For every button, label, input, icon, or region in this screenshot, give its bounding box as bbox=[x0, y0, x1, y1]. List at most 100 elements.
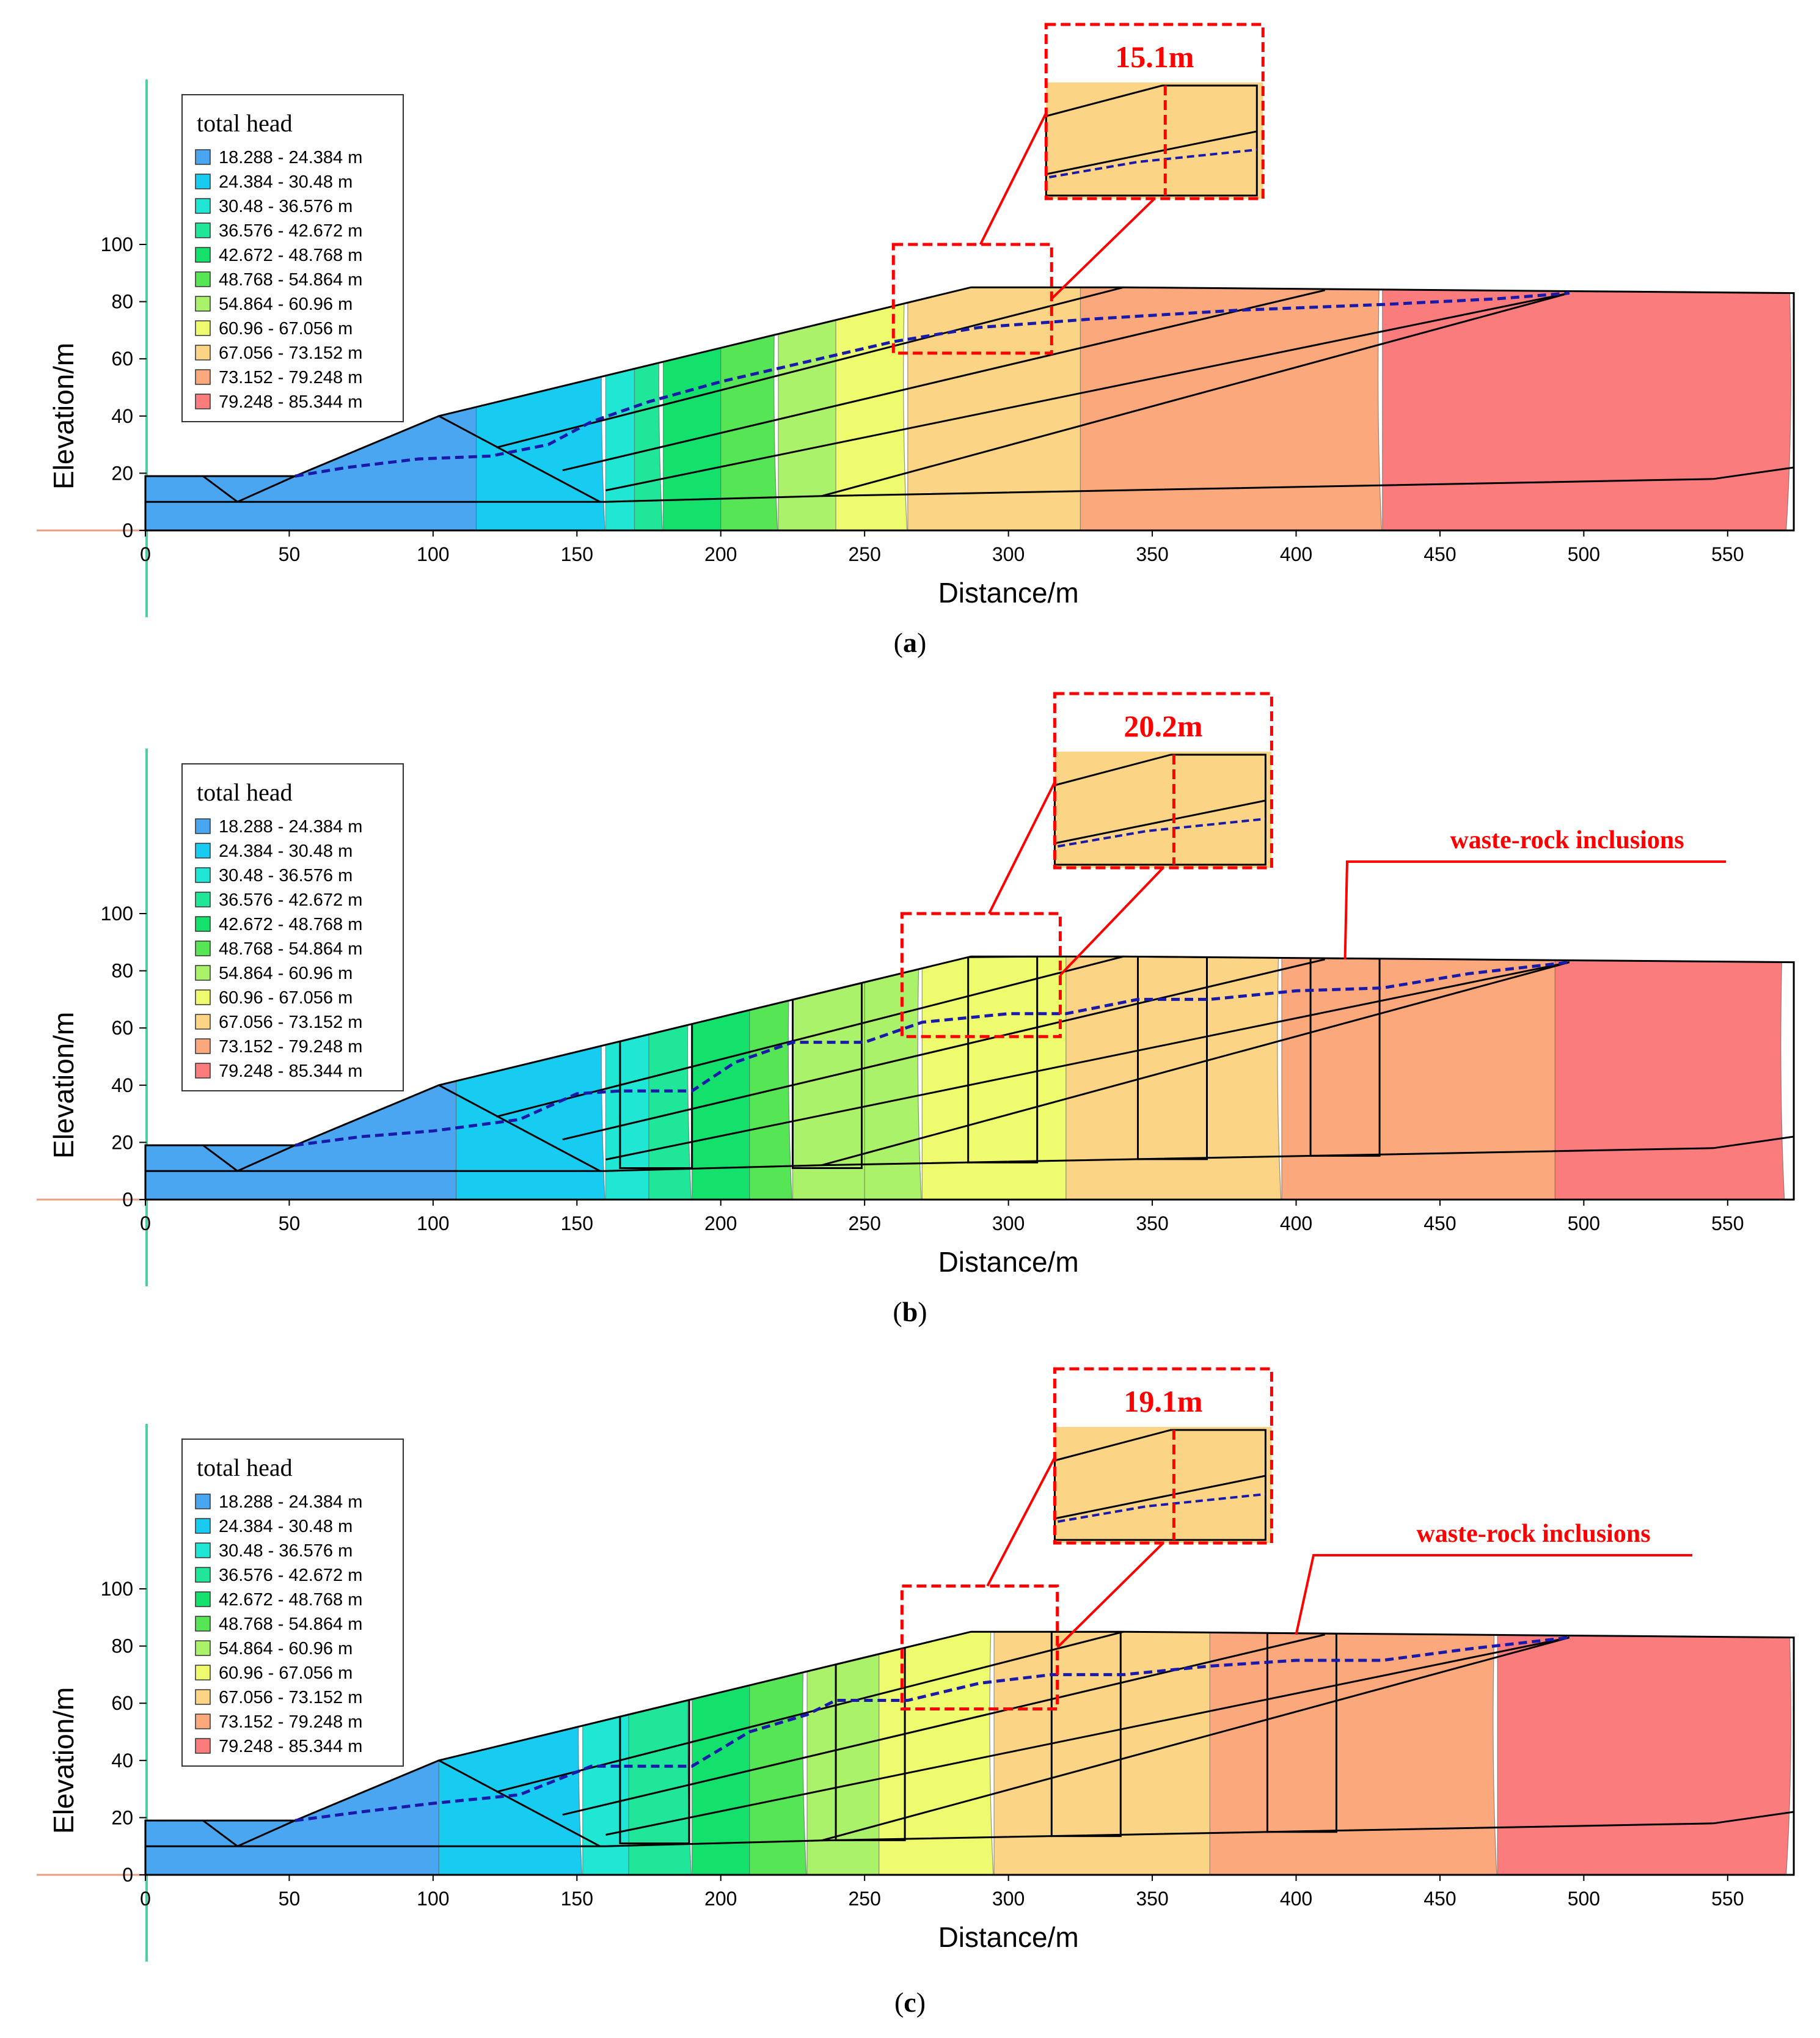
contour-zone bbox=[455, 956, 607, 1200]
plot-area-c: 0 50 100 150 200 250 300 350 400 450 500 550 0 20 40 60… bbox=[37, 1367, 1795, 1962]
contour-zone bbox=[582, 1632, 635, 1875]
x-axis-label: Distance/m bbox=[938, 1246, 1079, 1278]
leader-line bbox=[986, 1457, 1056, 1587]
y-axis-label: Elevation/m bbox=[48, 1012, 79, 1159]
leader-line bbox=[1059, 867, 1164, 977]
legend-item-label: 24.384 - 30.48 m bbox=[219, 841, 353, 861]
x-tick-label: 350 bbox=[1136, 1212, 1168, 1234]
waste-rock-label: waste-rock inclusions bbox=[1416, 1520, 1650, 1548]
legend-item-label: 30.48 - 36.576 m bbox=[219, 197, 353, 216]
stratum-line bbox=[821, 1637, 1570, 1842]
x-axis-label: Distance/m bbox=[938, 1921, 1079, 1953]
legend-item-label: 24.384 - 30.48 m bbox=[219, 172, 353, 192]
waste-rock-leader bbox=[1343, 860, 1726, 959]
axes-c: 0 50 100 150 200 250 300 350 400 450 500 550 0 20 40 60… bbox=[48, 1578, 1744, 1953]
legend-item-label: 18.288 - 24.384 m bbox=[219, 148, 362, 167]
magnified-fill bbox=[1054, 752, 1272, 868]
x-tick-label: 500 bbox=[1568, 543, 1600, 565]
starter-dam-inner-line bbox=[438, 1759, 601, 1847]
leader-line bbox=[1050, 197, 1156, 300]
legend-swatch bbox=[195, 1591, 211, 1607]
starter-dam-inner-line bbox=[438, 415, 601, 503]
legend-swatch bbox=[195, 247, 211, 263]
starter-toe-line bbox=[202, 475, 296, 503]
stratum-line bbox=[605, 1637, 1570, 1836]
stratum-line bbox=[496, 286, 1124, 449]
axes-b: 0 50 100 150 200 250 300 350 400 450 500 550 0 20 40 60… bbox=[48, 903, 1744, 1278]
contour-zone bbox=[1080, 287, 1383, 530]
magnified-box bbox=[1044, 23, 1265, 200]
magnified-phreatic-line bbox=[1048, 148, 1257, 178]
x-tick-label: 150 bbox=[561, 543, 593, 565]
contour-zone bbox=[692, 956, 756, 1200]
caption-label-c: c bbox=[904, 1987, 916, 2018]
legend-item-label: 36.576 - 42.672 m bbox=[219, 890, 362, 910]
dam-structure-b bbox=[144, 955, 1795, 1201]
legend-item-label: 42.672 - 48.768 m bbox=[219, 1590, 362, 1610]
legend-swatch bbox=[195, 1038, 211, 1054]
caption-label-a: a bbox=[903, 627, 917, 658]
y-tick-label: 20 bbox=[111, 1131, 133, 1153]
legend-swatch bbox=[195, 1665, 211, 1681]
magnified-fill bbox=[1046, 82, 1263, 199]
foundation-line bbox=[145, 1811, 1794, 1847]
phreatic-line bbox=[294, 291, 1570, 478]
waste-rock-label: waste-rock inclusions bbox=[1450, 826, 1684, 854]
legend-swatch bbox=[195, 1063, 211, 1079]
foundation-line bbox=[145, 1135, 1794, 1172]
x-tick-label: 150 bbox=[561, 1212, 593, 1234]
contour-zone bbox=[1065, 956, 1282, 1200]
caption-b: (b) bbox=[893, 1296, 927, 1327]
x-tick-label: 50 bbox=[279, 1888, 301, 1910]
caption-a: (a) bbox=[893, 627, 927, 658]
dam-outline bbox=[144, 286, 1795, 532]
waste-rock-leader bbox=[1295, 1554, 1692, 1635]
y-tick-label: 80 bbox=[111, 291, 133, 313]
y-tick-label: 60 bbox=[111, 1017, 133, 1039]
y-tick-label: 100 bbox=[101, 1578, 133, 1600]
contour-zone bbox=[475, 287, 607, 530]
y-tick-label: 100 bbox=[101, 903, 133, 925]
caption-c: (c) bbox=[894, 1987, 926, 2018]
x-tick-label: 200 bbox=[704, 1888, 737, 1910]
contour-zone bbox=[662, 287, 727, 530]
y-tick-label: 80 bbox=[111, 1635, 133, 1657]
legend-swatch bbox=[195, 174, 211, 189]
legend-item-label: 67.056 - 73.152 m bbox=[219, 343, 362, 363]
contour-zone bbox=[692, 1632, 756, 1875]
contour-zone bbox=[1554, 956, 1786, 1200]
x-tick-label: 100 bbox=[417, 1888, 449, 1910]
legend-swatch bbox=[195, 369, 211, 385]
legend-item-label: 30.48 - 36.576 m bbox=[219, 1541, 353, 1561]
magnified-box bbox=[1053, 692, 1273, 870]
legend-item-label: 54.864 - 60.96 m bbox=[219, 295, 353, 314]
x-tick-label: 200 bbox=[704, 543, 737, 565]
legend-item-label: 48.768 - 54.864 m bbox=[219, 939, 362, 959]
legend-swatch bbox=[195, 1738, 211, 1754]
y-tick-label: 40 bbox=[111, 1074, 133, 1096]
x-tick-label: 0 bbox=[140, 1212, 151, 1234]
stratum-line bbox=[562, 1633, 1325, 1816]
legend-b: total head 18.288 - 24.384 m 24.384 - 30.4… bbox=[181, 763, 404, 1091]
magnified-phreatic-line bbox=[1058, 818, 1266, 848]
legend-swatch bbox=[195, 1567, 211, 1583]
magnified-phreatic-line bbox=[1058, 1493, 1266, 1523]
legend-title: total head bbox=[197, 1454, 293, 1481]
waste-rock-callout-b: waste-rock inclusions bbox=[1343, 826, 1726, 959]
annotation-value: 20.2m bbox=[1124, 709, 1202, 743]
x-tick-label: 0 bbox=[140, 1888, 151, 1910]
legend-item-label: 73.152 - 79.248 m bbox=[219, 368, 362, 387]
legend-item-label: 60.96 - 67.056 m bbox=[219, 1663, 353, 1683]
x-tick-label: 150 bbox=[561, 1888, 593, 1910]
waste-rock-callout-c: waste-rock inclusions bbox=[1295, 1520, 1692, 1635]
legend-item-label: 79.248 - 85.344 m bbox=[219, 1061, 362, 1081]
legend-swatch bbox=[195, 222, 211, 238]
contour-zone bbox=[864, 956, 923, 1200]
contour-zone bbox=[628, 1632, 693, 1875]
caption-label-b: b bbox=[902, 1296, 918, 1327]
y-tick-label: 0 bbox=[122, 519, 133, 541]
legend-swatch bbox=[195, 1689, 211, 1705]
legend-swatch bbox=[195, 296, 211, 312]
starter-dam-inner-line bbox=[438, 1084, 601, 1172]
legend-swatch bbox=[195, 1494, 211, 1509]
